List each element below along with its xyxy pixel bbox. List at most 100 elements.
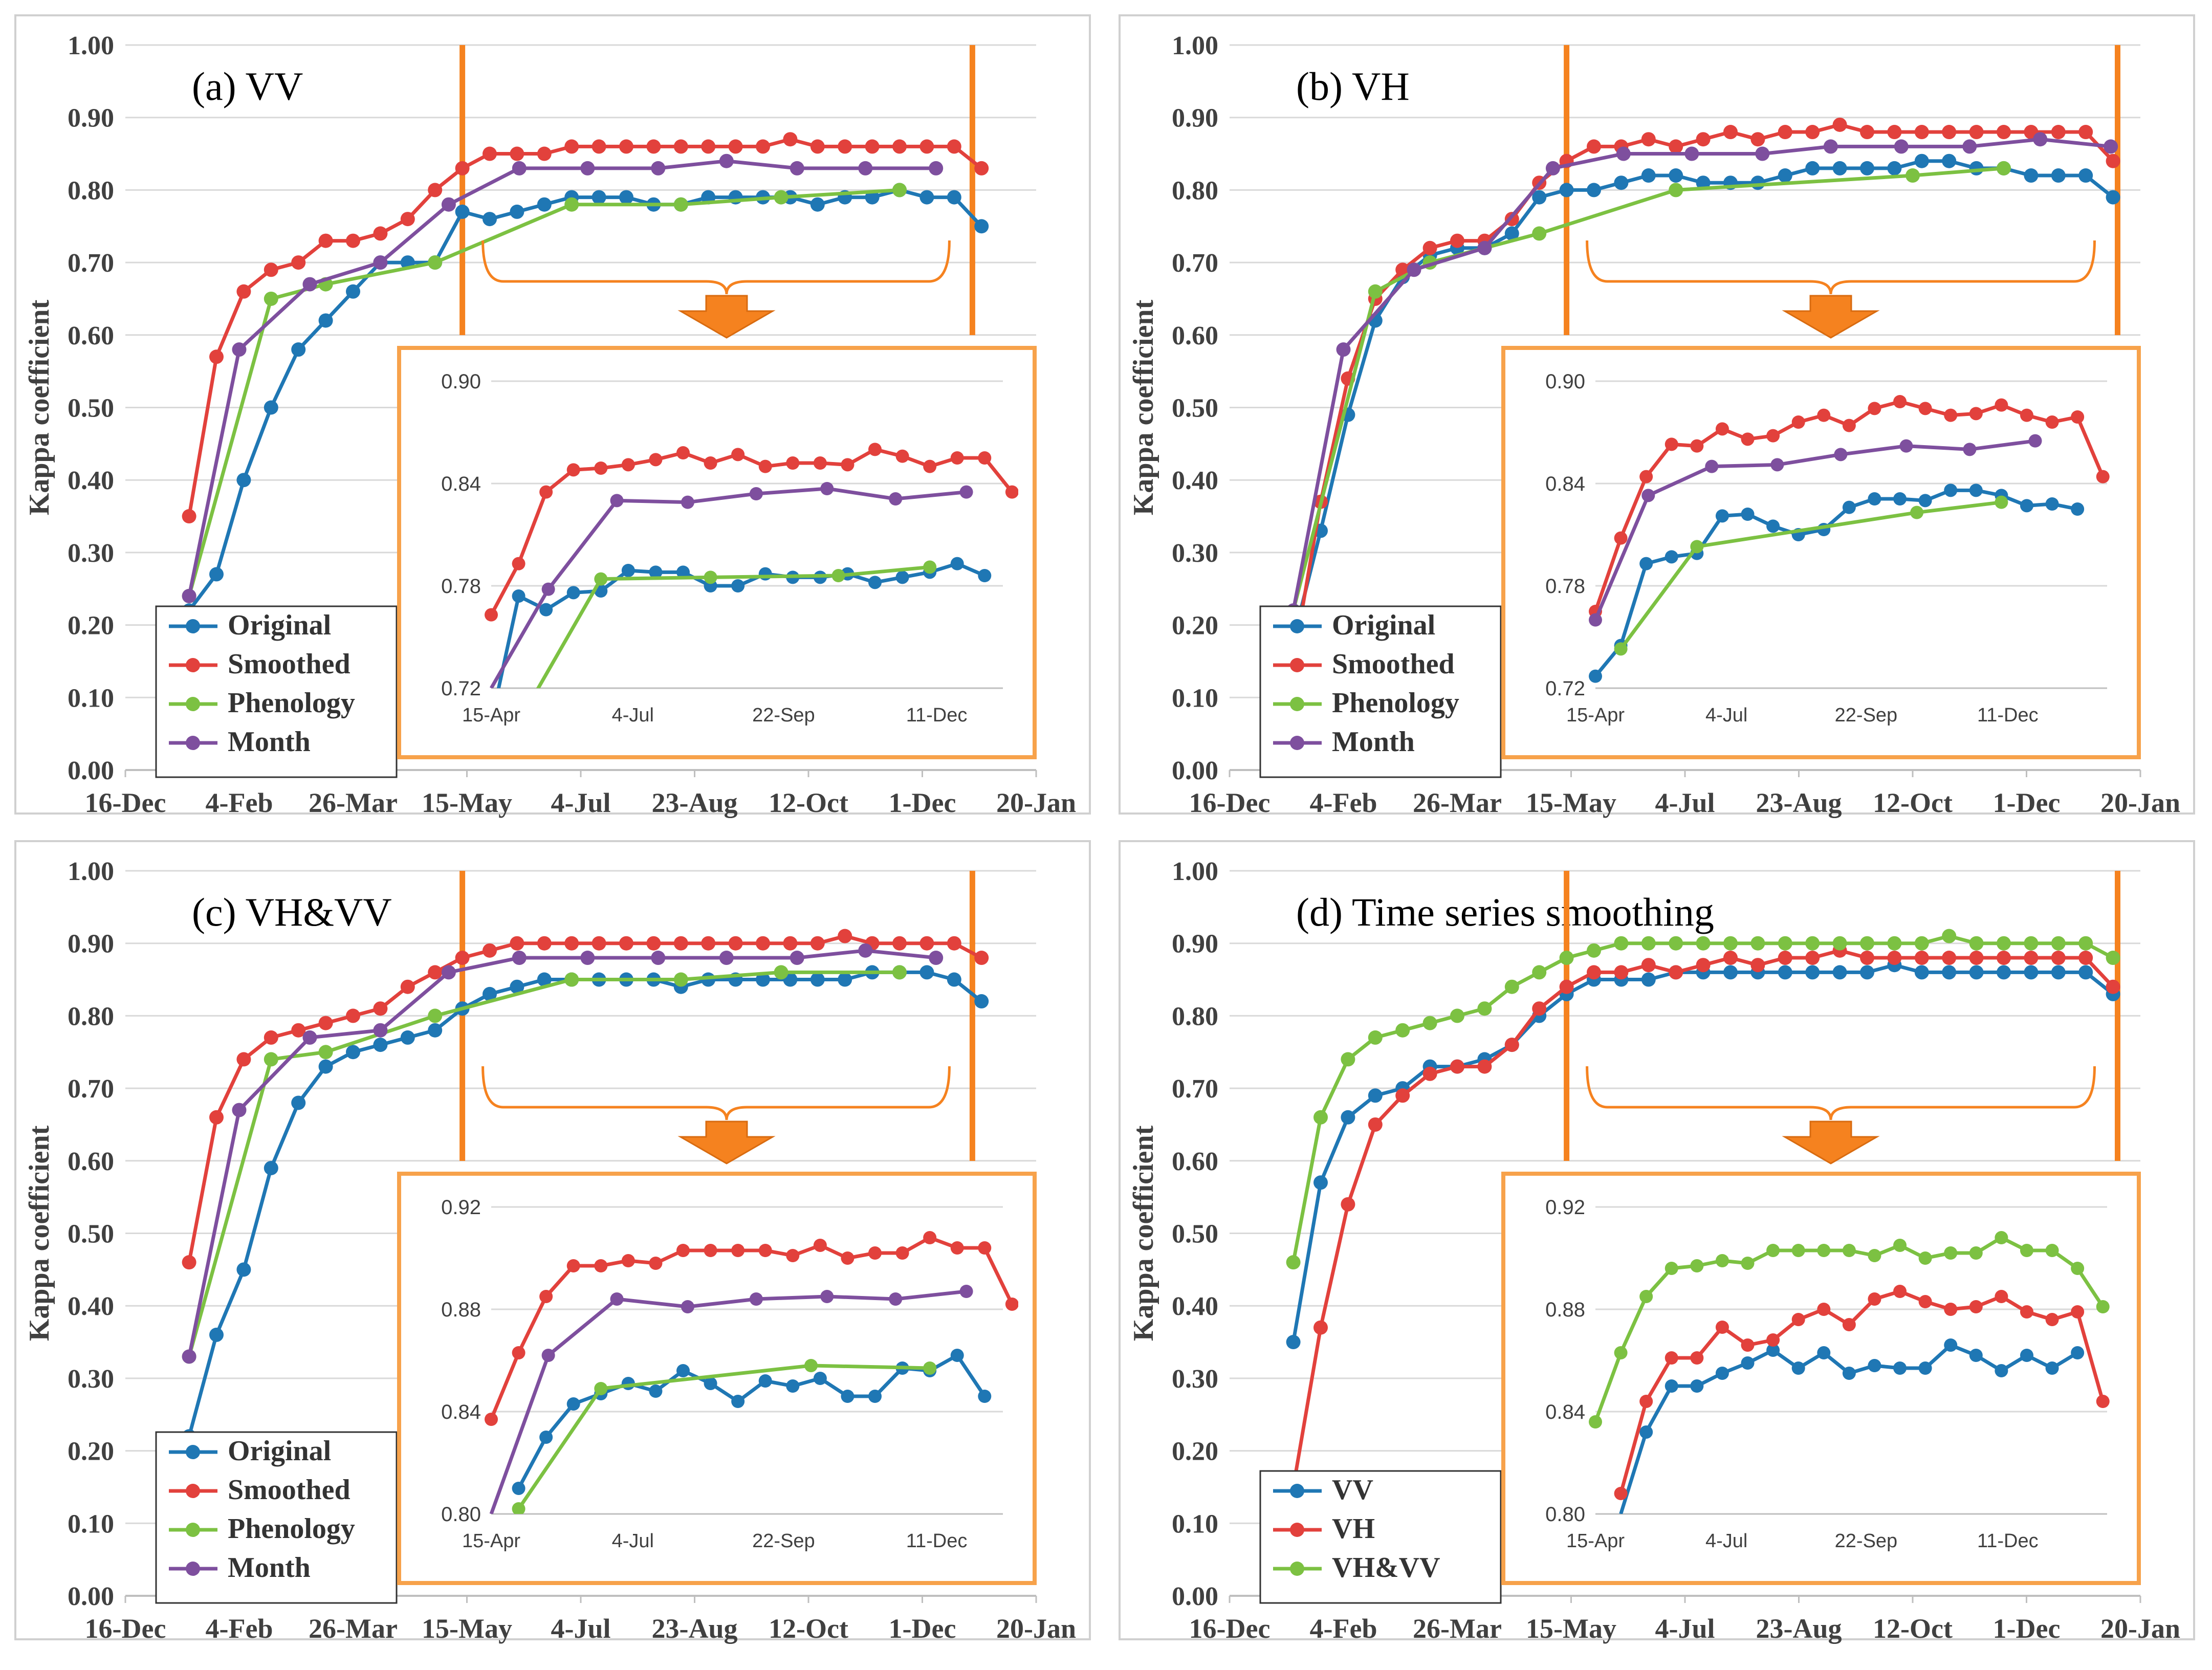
- inset-frame: [397, 1172, 1037, 1585]
- inset-data-point-smoothed: [1690, 439, 1704, 453]
- data-point-smoothed: [810, 139, 825, 154]
- inset-data-point-phenology: [923, 560, 937, 574]
- legend-label: Phenology: [228, 1513, 355, 1545]
- inset-data-point-original: [1665, 550, 1678, 564]
- legend: Original Smoothed Phenology Month: [1259, 605, 1502, 778]
- data-point-phenology: [1532, 226, 1547, 241]
- data-point-phenology: [1450, 1008, 1464, 1023]
- inset-data-point-phenology: [2071, 1262, 2085, 1275]
- inset-data-point-smoothed: [1690, 1351, 1704, 1365]
- legend-marker: [186, 1484, 200, 1498]
- inset-data-point-month: [1770, 458, 1784, 472]
- data-point-phenology: [1914, 936, 1929, 951]
- data-point-original: [483, 212, 497, 227]
- inset-data-point-smoothed: [1665, 1351, 1678, 1365]
- data-point-original: [947, 190, 961, 205]
- inset-data-point-phenology: [2020, 1244, 2033, 1257]
- inset-data-point-smoothed: [1715, 422, 1729, 436]
- data-point-smoothed: [318, 233, 333, 248]
- data-point-month: [1684, 146, 1699, 161]
- legend-label: Phenology: [1332, 687, 1459, 719]
- data-point-month: [1616, 146, 1631, 161]
- inset-data-point-smoothed: [2045, 415, 2059, 429]
- data-point-smoothed: [728, 936, 743, 951]
- data-point-phenology: [1997, 936, 2011, 951]
- inset-y-tick-label: 0.80: [441, 1503, 481, 1526]
- inset-data-point-phenology: [804, 1359, 818, 1372]
- data-point-original: [291, 1095, 306, 1110]
- data-point-smoothed: [564, 936, 579, 951]
- inset-data-point-original: [621, 564, 635, 577]
- y-tick-label: 0.60: [68, 1147, 114, 1176]
- data-point-month: [858, 943, 873, 958]
- data-point-phenology: [264, 1052, 278, 1067]
- data-point-phenology: [1368, 284, 1383, 299]
- y-tick-label: 0.80: [1172, 1002, 1218, 1031]
- data-point-smoothed: [1778, 951, 1792, 965]
- inset-data-point-original: [1944, 1338, 1958, 1352]
- data-point-smoothed: [537, 936, 552, 951]
- inset-data-point-phenology: [1969, 1246, 1983, 1260]
- inset-data-point-phenology: [2045, 1244, 2059, 1257]
- data-point-smoothed: [1422, 240, 1437, 255]
- data-point-smoothed: [1750, 958, 1765, 973]
- panel-1: 0.00 0.10 0.20 0.30 0.40 0.50 0.60 0.70 0.80 0.90…: [14, 14, 1091, 818]
- data-point-phenology: [2024, 936, 2039, 951]
- data-point-smoothed: [1723, 125, 1738, 140]
- x-tick-label: 16-Dec: [85, 787, 166, 818]
- legend-marker: [1290, 1484, 1304, 1498]
- x-tick-label: 15-May: [1526, 1613, 1616, 1644]
- data-point-smoothed: [974, 161, 989, 175]
- inset-data-point-smoothed: [1639, 1395, 1653, 1408]
- y-tick-label: 0.10: [1172, 684, 1218, 713]
- y-tick-label: 0.40: [68, 466, 114, 495]
- inset-data-point-smoothed: [649, 453, 663, 467]
- inset-y-tick-label: 0.92: [1545, 1196, 1585, 1219]
- y-tick-label: 0.70: [68, 249, 114, 278]
- inset: 0.80 0.84 0.88 0.92 15-Apr 4-Jul 22-Sep 11-Dec: [1501, 1172, 2141, 1585]
- inset-data-point-original: [704, 1377, 717, 1390]
- inset-data-point-smoothed: [485, 1413, 498, 1426]
- inset-data-point-phenology: [1910, 506, 1924, 519]
- inset-data-point-smoothed: [594, 1259, 608, 1272]
- y-tick-label: 1.00: [1172, 857, 1218, 886]
- inset-data-point-month: [681, 495, 694, 509]
- data-point-smoothed: [1778, 125, 1792, 140]
- y-tick-label: 0.60: [68, 321, 114, 350]
- data-point-original: [592, 190, 606, 205]
- x-tick-label: 15-May: [422, 787, 512, 818]
- data-point-original: [974, 994, 989, 1009]
- data-point-original: [455, 204, 470, 219]
- inset-data-point-smoothed: [950, 451, 964, 465]
- inset-data-point-month: [681, 1300, 694, 1313]
- data-point-original: [510, 204, 524, 219]
- inset-data-point-smoothed: [895, 1246, 909, 1260]
- legend-marker: [186, 619, 200, 633]
- data-point-smoothed: [373, 1001, 388, 1016]
- y-tick-label: 0.30: [1172, 1365, 1218, 1394]
- inset-data-point-phenology: [1995, 495, 2008, 509]
- inset-data-point-phenology: [1791, 1244, 1805, 1257]
- inset-x-tick-label: 15-Apr: [1566, 705, 1625, 726]
- data-point-month: [1477, 240, 1492, 255]
- inset-data-point-original: [786, 1379, 800, 1393]
- data-point-smoothed: [756, 139, 770, 154]
- inset: 0.80 0.84 0.88 0.92 15-Apr 4-Jul 22-Sep 11-Dec: [397, 1172, 1037, 1585]
- data-point-original: [810, 972, 825, 987]
- x-tick-label: 12-Oct: [769, 787, 848, 818]
- data-point-smoothed: [400, 212, 415, 227]
- y-tick-label: 0.00: [68, 756, 114, 785]
- data-point-phenology: [1614, 936, 1629, 951]
- data-point-smoothed: [1750, 132, 1765, 147]
- data-point-phenology: [1942, 929, 1957, 943]
- x-tick-label: 1-Dec: [889, 1613, 956, 1644]
- inset-data-point-smoothed: [704, 456, 717, 470]
- y-tick-label: 0.00: [1172, 1582, 1218, 1611]
- data-point-month: [929, 161, 944, 175]
- inset-data-point-smoothed: [1995, 1290, 2008, 1303]
- data-point-original: [1723, 965, 1738, 980]
- inset-data-point-original: [731, 1395, 745, 1408]
- data-point-smoothed: [1942, 125, 1957, 140]
- zoom-bracket: [481, 1066, 951, 1120]
- data-point-smoothed: [2106, 153, 2120, 168]
